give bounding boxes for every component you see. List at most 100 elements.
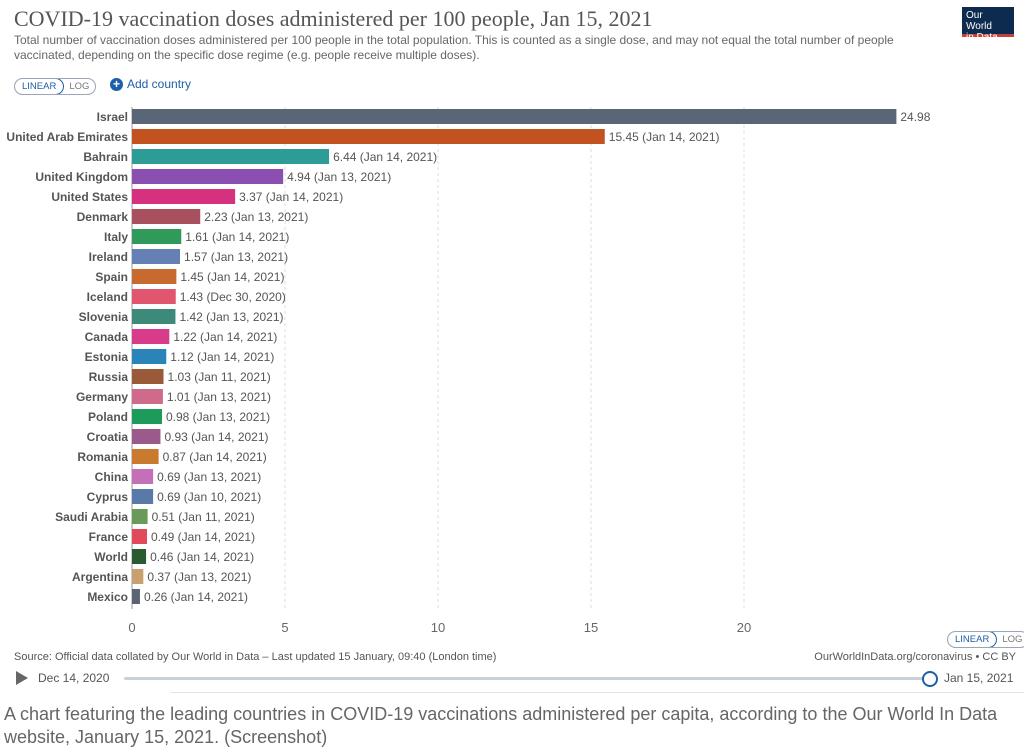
- value-label: 1.01 (Jan 13, 2021): [167, 390, 271, 404]
- bar: [132, 309, 176, 324]
- bar: [132, 489, 154, 504]
- divider: [170, 692, 1024, 693]
- scale-toggle-bottom[interactable]: LINEAR LOG: [947, 631, 1024, 648]
- timeline: Dec 14, 2020 Jan 15, 2021: [14, 668, 1019, 690]
- value-label: 0.69 (Jan 13, 2021): [157, 470, 261, 484]
- bar: [132, 469, 154, 484]
- bar: [132, 249, 181, 264]
- add-country-label: Add country: [127, 77, 192, 91]
- category-label: Mexico: [87, 590, 128, 604]
- chart-title: COVID-19 vaccination doses administered …: [14, 6, 653, 31]
- category-label: Ireland: [89, 250, 128, 264]
- value-label: 0.37 (Jan 13, 2021): [147, 570, 251, 584]
- linear-scale-button[interactable]: LINEAR: [15, 79, 65, 94]
- bar: [132, 589, 140, 604]
- license-link[interactable]: OurWorldInData.org/coronavirus • CC BY: [814, 651, 1016, 663]
- value-label: 0.93 (Jan 14, 2021): [164, 430, 268, 444]
- category-label: Croatia: [87, 430, 129, 444]
- bar: [132, 409, 162, 424]
- category-label: China: [95, 470, 129, 484]
- value-label: 0.98 (Jan 13, 2021): [166, 410, 270, 424]
- category-label: Saudi Arabia: [55, 510, 128, 524]
- bar: [132, 549, 147, 564]
- value-label: 1.45 (Jan 14, 2021): [180, 270, 284, 284]
- x-tick-label: 15: [584, 620, 598, 635]
- bar: [132, 169, 284, 184]
- category-label: France: [89, 530, 129, 544]
- bar: [132, 109, 897, 124]
- chart-subtitle: Total number of vaccination doses admini…: [14, 33, 894, 62]
- value-label: 1.12 (Jan 14, 2021): [170, 350, 274, 364]
- value-label: 0.87 (Jan 14, 2021): [163, 450, 267, 464]
- add-country-button[interactable]: + Add country: [110, 77, 191, 91]
- logo-line-1: Our World: [966, 10, 992, 32]
- value-label: 4.94 (Jan 13, 2021): [287, 170, 391, 184]
- value-label: 2.23 (Jan 13, 2021): [204, 210, 308, 224]
- value-label: 3.37 (Jan 14, 2021): [239, 190, 343, 204]
- log-scale-button-bottom[interactable]: LOG: [1002, 634, 1023, 645]
- value-label: 1.43 (Dec 30, 2020): [180, 290, 286, 304]
- linear-scale-button-bottom[interactable]: LINEAR: [948, 632, 998, 647]
- value-label: 0.69 (Jan 10, 2021): [157, 490, 261, 504]
- bar: [132, 329, 170, 344]
- play-icon[interactable]: [16, 671, 28, 685]
- bar: [132, 229, 182, 244]
- value-label: 15.45 (Jan 14, 2021): [609, 130, 720, 144]
- bar: [132, 209, 201, 224]
- plus-icon: +: [110, 77, 123, 91]
- category-label: Germany: [76, 390, 128, 404]
- bar: [132, 509, 148, 524]
- category-label: Canada: [85, 330, 129, 344]
- bar: [132, 449, 159, 464]
- category-label: Bahrain: [83, 150, 128, 164]
- category-label: Argentina: [72, 570, 128, 584]
- x-tick-label: 20: [737, 620, 751, 635]
- category-label: Russia: [89, 370, 129, 384]
- bar: [132, 349, 167, 364]
- bar: [132, 389, 163, 404]
- category-label: United Kingdom: [35, 170, 128, 184]
- bar: [132, 569, 144, 584]
- category-label: Israel: [97, 110, 128, 124]
- value-label: 1.03 (Jan 11, 2021): [168, 370, 271, 384]
- bar-chart: 0 5 10 15 20 Israel 24.98 United Arab Emirates 1…: [6, 107, 931, 635]
- category-label: Spain: [95, 270, 128, 284]
- logo-line-2: in Data: [966, 32, 998, 43]
- value-label: 6.44 (Jan 14, 2021): [333, 150, 437, 164]
- log-scale-button[interactable]: LOG: [69, 81, 90, 92]
- scale-toggle-top[interactable]: LINEAR LOG: [14, 78, 97, 95]
- category-label: United States: [51, 190, 128, 204]
- timeline-start-date: Dec 14, 2020: [38, 671, 110, 685]
- category-label: Romania: [77, 450, 128, 464]
- x-tick-label: 5: [281, 620, 288, 635]
- value-label: 24.98: [900, 110, 930, 124]
- category-label: Italy: [104, 230, 128, 244]
- category-label: World: [94, 550, 128, 564]
- bar: [132, 429, 161, 444]
- source-note: Source: Official data collated by Our Wo…: [14, 651, 497, 663]
- category-label: United Arab Emirates: [6, 130, 128, 144]
- bar: [132, 369, 164, 384]
- category-label: Estonia: [85, 350, 129, 364]
- owid-logo[interactable]: Our World in Data: [962, 7, 1014, 43]
- timeline-handle[interactable]: [922, 671, 938, 687]
- bar: [132, 189, 236, 204]
- value-label: 0.49 (Jan 14, 2021): [151, 530, 255, 544]
- bar: [132, 149, 330, 164]
- bar: [132, 289, 176, 304]
- category-label: Iceland: [87, 290, 128, 304]
- category-label: Cyprus: [87, 490, 129, 504]
- value-label: 0.51 (Jan 11, 2021): [152, 510, 255, 524]
- value-label: 1.22 (Jan 14, 2021): [173, 330, 277, 344]
- value-label: 1.61 (Jan 14, 2021): [185, 230, 289, 244]
- timeline-track[interactable]: [124, 677, 932, 680]
- x-tick-label: 0: [128, 620, 135, 635]
- image-caption: A chart featuring the leading countries …: [4, 704, 998, 747]
- value-label: 1.57 (Jan 13, 2021): [184, 250, 288, 264]
- bar: [132, 129, 605, 144]
- value-label: 0.26 (Jan 14, 2021): [144, 590, 248, 604]
- value-label: 0.46 (Jan 14, 2021): [150, 550, 254, 564]
- value-label: 1.42 (Jan 13, 2021): [179, 310, 283, 324]
- x-tick-label: 10: [431, 620, 445, 635]
- category-label: Poland: [88, 410, 128, 424]
